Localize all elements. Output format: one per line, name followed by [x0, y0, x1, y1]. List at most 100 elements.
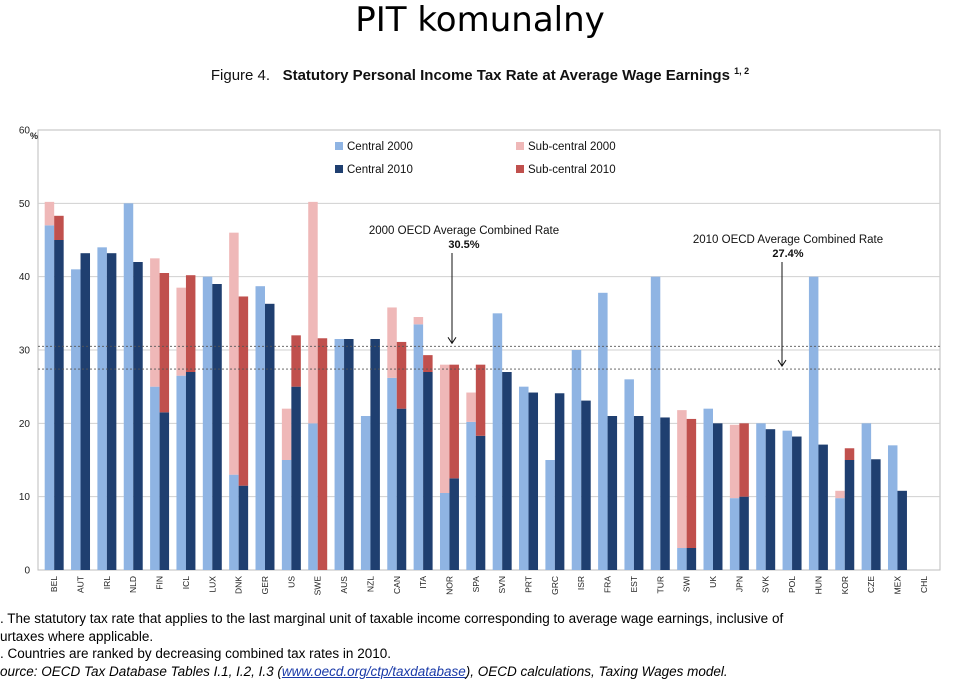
- bar-central-2000: [783, 431, 792, 570]
- note-1-line-1: . The statutory tax rate that applies to…: [0, 610, 960, 628]
- x-tick-label: DNK: [234, 576, 244, 594]
- x-tick-label: NOR: [444, 576, 454, 595]
- x-tick-label: BEL: [49, 576, 59, 592]
- figure-footnote-ref: 1, 2: [734, 66, 749, 76]
- bar-central-2000: [862, 423, 871, 570]
- annotation-2010-label: 2010 OECD Average Combined Rate: [693, 234, 883, 246]
- x-tick-label: POL: [787, 576, 797, 593]
- bar-central-2000: [519, 387, 528, 570]
- annotation-2000-value: 30.5%: [448, 239, 479, 251]
- bar-subcentral-2010: [318, 338, 327, 570]
- x-tick-label: SWI: [682, 576, 692, 592]
- bar-central-2010: [608, 416, 617, 570]
- legend-label: Central 2010: [347, 164, 413, 176]
- bar-central-2000: [308, 423, 317, 570]
- bar-central-2000: [229, 475, 238, 570]
- bar-subcentral-2010: [476, 365, 485, 436]
- bar-subcentral-2000: [466, 393, 475, 422]
- bar-central-2000: [888, 445, 897, 570]
- x-tick-label: US: [286, 576, 296, 588]
- bar-subcentral-2010: [54, 216, 63, 240]
- bar-subcentral-2000: [45, 202, 54, 225]
- x-tick-label: CZE: [866, 576, 876, 593]
- bar-central-2010: [766, 429, 775, 570]
- bar-central-2010: [739, 497, 748, 570]
- bar-central-2010: [792, 437, 801, 570]
- source-line: ource: OECD Tax Database Tables I.1, I.2…: [0, 663, 960, 680]
- bar-central-2010: [529, 393, 538, 570]
- bar-central-2010: [502, 372, 511, 570]
- bar-central-2000: [414, 324, 423, 570]
- bar-central-2010: [239, 486, 248, 570]
- bar-central-2010: [133, 262, 142, 570]
- bar-central-2010: [370, 339, 379, 570]
- bar-central-2010: [107, 253, 116, 570]
- bar-subcentral-2000: [308, 202, 317, 423]
- legend-swatch: [516, 142, 524, 150]
- bar-subcentral-2010: [739, 423, 748, 496]
- y-tick-label: 0: [24, 566, 30, 577]
- bar-central-2010: [581, 401, 590, 570]
- bar-central-2000: [150, 387, 159, 570]
- x-tick-label: SPA: [471, 576, 481, 593]
- bar-subcentral-2010: [397, 342, 406, 409]
- figure-heading: Statutory Personal Income Tax Rate at Av…: [283, 67, 730, 84]
- y-tick-label: 20: [19, 419, 31, 430]
- x-tick-label: UK: [708, 576, 718, 588]
- bar-central-2010: [871, 459, 880, 570]
- x-tick-label: FRA: [603, 576, 613, 593]
- note-1-line-2: urtaxes where applicable.: [0, 628, 960, 646]
- bar-central-2000: [835, 498, 844, 570]
- x-tick-label: GER: [260, 576, 270, 594]
- x-tick-label: PRT: [524, 576, 534, 593]
- figure-title: Figure 4. Statutory Personal Income Tax …: [0, 66, 960, 84]
- y-tick-label: 60: [19, 126, 31, 137]
- bar-subcentral-2010: [160, 273, 169, 412]
- y-tick-label: 30: [19, 346, 31, 357]
- bar-central-2000: [361, 416, 370, 570]
- bar-central-2000: [809, 277, 818, 570]
- bar-central-2000: [756, 423, 765, 570]
- x-tick-label: AUS: [339, 576, 349, 594]
- y-axis-unit: %: [30, 131, 38, 141]
- bar-central-2010: [344, 339, 353, 570]
- bar-central-2000: [282, 460, 291, 570]
- bar-central-2010: [54, 240, 63, 570]
- x-tick-label: AUT: [76, 576, 86, 593]
- bar-central-2000: [466, 422, 475, 570]
- x-tick-label: SVN: [497, 576, 507, 593]
- bar-central-2000: [176, 376, 185, 570]
- bar-subcentral-2000: [229, 233, 238, 475]
- x-tick-label: ISR: [576, 576, 586, 590]
- bar-central-2000: [256, 286, 265, 570]
- bar-central-2000: [493, 313, 502, 570]
- bar-central-2010: [555, 393, 564, 570]
- x-tick-label: SVK: [761, 576, 771, 593]
- bar-subcentral-2010: [845, 448, 854, 460]
- annotation-2010-value: 27.4%: [772, 248, 803, 260]
- bar-central-2010: [476, 436, 485, 570]
- source-prefix: ource: OECD Tax Database Tables I.1, I.2…: [0, 664, 282, 679]
- bar-subcentral-2010: [291, 335, 300, 386]
- y-tick-label: 10: [19, 492, 31, 503]
- x-tick-label: MEX: [892, 576, 902, 595]
- bar-central-2000: [651, 277, 660, 570]
- bar-central-2000: [677, 548, 686, 570]
- bar-subcentral-2000: [150, 258, 159, 386]
- bar-subcentral-2010: [449, 365, 458, 479]
- legend-label: Sub-central 2000: [528, 141, 616, 153]
- bar-central-2000: [440, 493, 449, 570]
- x-tick-label: CAN: [392, 576, 402, 594]
- bar-central-2010: [634, 416, 643, 570]
- bar-central-2000: [387, 378, 396, 570]
- bar-central-2000: [730, 498, 739, 570]
- x-tick-label: ICL: [181, 576, 191, 590]
- legend-label: Central 2000: [347, 141, 413, 153]
- x-tick-label: FIN: [155, 576, 165, 590]
- legend-label: Sub-central 2010: [528, 164, 616, 176]
- bar-central-2000: [704, 409, 713, 570]
- source-link[interactable]: www.oecd.org/ctp/taxdatabase: [282, 664, 466, 679]
- bar-central-2010: [845, 460, 854, 570]
- y-tick-label: 50: [19, 199, 31, 210]
- bar-central-2000: [545, 460, 554, 570]
